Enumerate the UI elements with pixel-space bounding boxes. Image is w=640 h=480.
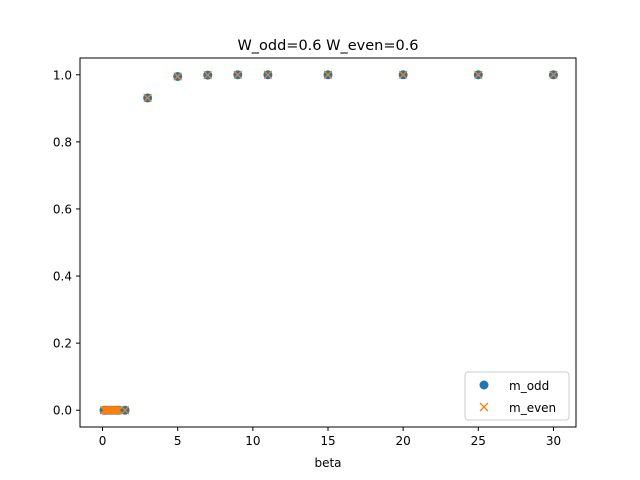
y-tick-label: 0.4 <box>53 270 72 284</box>
legend-box <box>464 371 570 421</box>
y-tick-label: 0.0 <box>53 404 72 418</box>
data-point-m-even <box>173 72 182 81</box>
data-point-m-even <box>120 405 130 415</box>
x-tick-label: 0 <box>99 434 107 448</box>
data-point-m-even <box>474 70 483 80</box>
x-axis: 0 5 10 15 20 25 30 <box>99 427 561 448</box>
y-axis: 0.0 0.2 0.4 0.6 0.8 1.0 <box>53 68 80 418</box>
legend: m_odd m_even <box>464 371 570 421</box>
x-tick-label: 10 <box>245 434 260 448</box>
x-tick-label: 25 <box>471 434 486 448</box>
legend-marker-m-even <box>479 402 489 412</box>
legend-label-m-even: m_even <box>509 401 556 415</box>
data-point-m-even <box>323 70 333 80</box>
chart-title: W_odd=0.6 W_even=0.6 <box>237 38 418 54</box>
data-point-m-even <box>143 93 152 103</box>
x-axis-label: beta <box>314 456 341 470</box>
y-tick-label: 0.6 <box>53 202 72 216</box>
data-point-m-even <box>263 70 273 80</box>
data-point-m-even <box>111 405 121 415</box>
legend-label-m-odd: m_odd <box>509 379 549 393</box>
y-tick-label: 1.0 <box>53 68 72 82</box>
data-marks <box>99 70 558 415</box>
data-point-m-even <box>233 70 243 80</box>
y-tick-label: 0.2 <box>53 337 72 351</box>
data-point-m-even <box>113 405 122 415</box>
y-tick-label: 0.8 <box>53 135 72 149</box>
x-tick-label: 30 <box>546 434 561 448</box>
data-point-m-even <box>398 70 408 80</box>
data-point-m-even <box>114 405 124 415</box>
plot-area <box>80 58 576 427</box>
x-tick-label: 15 <box>320 434 335 448</box>
x-tick-label: 5 <box>174 434 182 448</box>
data-point-m-even <box>549 70 558 80</box>
x-tick-label: 20 <box>396 434 411 448</box>
data-point-m-even <box>203 70 213 80</box>
legend-marker-m-odd <box>479 380 489 390</box>
